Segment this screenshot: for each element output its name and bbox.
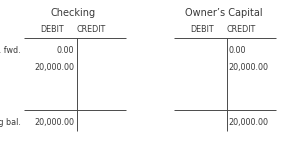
Text: DEBIT: DEBIT [41, 25, 64, 34]
Text: 20,000.00: 20,000.00 [34, 118, 74, 127]
Text: Owner’s Capital: Owner’s Capital [185, 8, 262, 18]
Text: 20,000.00: 20,000.00 [228, 118, 268, 127]
Text: CREDIT: CREDIT [77, 25, 106, 34]
Text: 20,000.00: 20,000.00 [228, 63, 268, 72]
Text: Bal. fwd.: Bal. fwd. [0, 46, 21, 55]
Text: 20,000.00: 20,000.00 [34, 63, 74, 72]
Text: Checking: Checking [51, 8, 96, 18]
Text: CREDIT: CREDIT [227, 25, 256, 34]
Text: 0.00: 0.00 [228, 46, 246, 55]
Text: DEBIT: DEBIT [191, 25, 214, 34]
Text: Ending bal.: Ending bal. [0, 118, 21, 127]
Text: 0.00: 0.00 [57, 46, 74, 55]
